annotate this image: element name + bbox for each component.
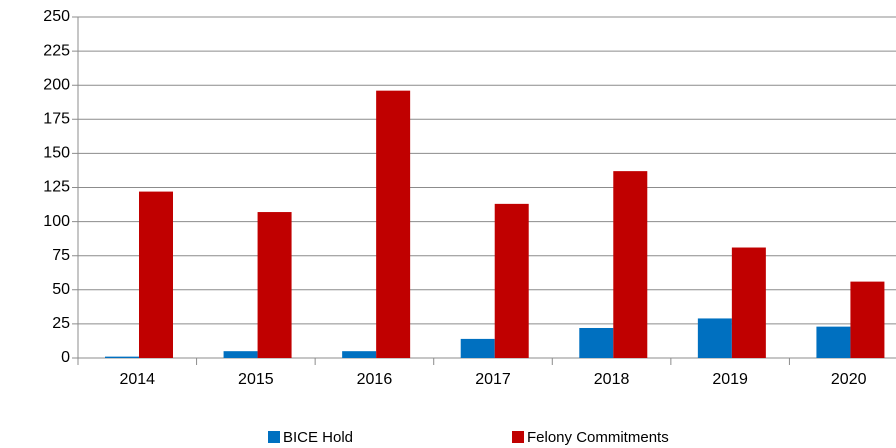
x-tick-label: 2019 [712, 371, 748, 388]
x-tick-label: 2016 [357, 371, 393, 388]
bar [376, 90, 411, 358]
x-tick-label: 2018 [594, 371, 630, 388]
x-tick-label: 2015 [238, 371, 274, 388]
x-tick-label: 2017 [475, 371, 511, 388]
y-tick-label: 0 [61, 349, 70, 366]
y-tick-label: 75 [52, 247, 70, 264]
bar [613, 171, 648, 358]
bar [460, 338, 495, 358]
y-tick-label: 200 [43, 76, 70, 93]
y-tick-label: 100 [43, 213, 70, 230]
bar [850, 281, 885, 358]
bar [223, 351, 258, 358]
legend-label: BICE Hold [283, 429, 353, 446]
bar [731, 247, 766, 358]
legend-swatch [268, 431, 280, 443]
y-tick-label: 250 [43, 8, 70, 25]
bar [342, 351, 377, 358]
bar [257, 212, 292, 358]
legend-swatch [512, 431, 524, 443]
y-tick-label: 150 [43, 145, 70, 162]
x-tick-label: 2014 [119, 371, 155, 388]
legend-label: Felony Commitments [527, 429, 669, 446]
y-tick-label: 125 [43, 179, 70, 196]
bar [105, 356, 139, 358]
y-tick-label: 50 [52, 281, 70, 298]
bar [816, 326, 851, 358]
bar [139, 191, 173, 358]
x-tick-label: 2020 [831, 371, 867, 388]
y-tick-label: 175 [43, 111, 70, 128]
bar [494, 203, 529, 358]
y-tick-label: 25 [52, 315, 70, 332]
bar [579, 327, 614, 358]
bar [697, 318, 732, 358]
y-tick-label: 225 [43, 42, 70, 59]
